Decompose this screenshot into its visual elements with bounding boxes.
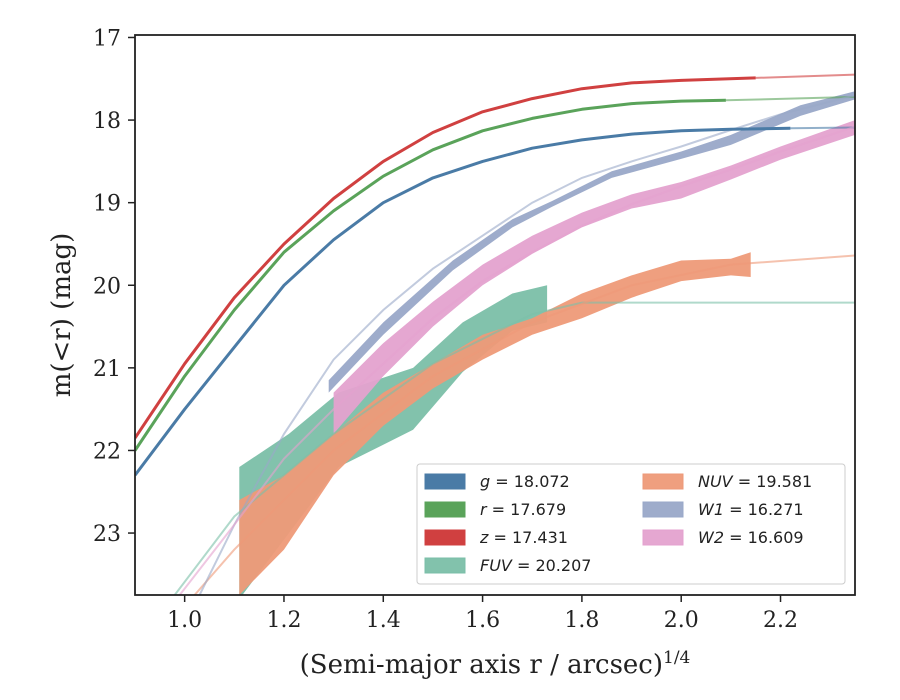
legend-label: FUV = 20.207 [480, 556, 591, 575]
x-tick-label: 1.0 [167, 608, 202, 633]
legend-item-w1: W1 = 16.271 [642, 500, 804, 519]
legend-frame [416, 463, 846, 585]
x-tick-label: 2.2 [763, 608, 798, 633]
plot-area [135, 73, 855, 595]
legend-item-fuv: FUV = 20.207 [424, 556, 591, 575]
legend-swatch [642, 473, 684, 490]
series-w1-model-curve [198, 94, 855, 595]
x-tick-label: 1.4 [366, 608, 401, 633]
legend-swatch [642, 501, 684, 518]
y-tick-label: 21 [93, 357, 121, 382]
series-g-model-curve [790, 126, 855, 130]
plot-frame [134, 34, 856, 596]
x-tick-label: 1.2 [266, 608, 301, 633]
x-axis-label: (Semi-major axis r / arcsec)1/4 [300, 648, 691, 680]
legend-swatch [424, 473, 466, 490]
x-tick-label: 2.0 [664, 608, 699, 633]
y-tick-label: 20 [93, 274, 121, 299]
series-w2-model-curve [178, 125, 855, 595]
legend-label: z = 17.431 [479, 528, 568, 547]
legend-item-g: g = 18.072 [424, 472, 570, 491]
y-tick-label: 19 [93, 192, 121, 217]
y-axis-label: m(<r) (mag) [47, 233, 77, 398]
series-nuv-model-curve [193, 254, 855, 595]
series-g-line [135, 126, 791, 477]
legend-item-w2: W2 = 16.609 [642, 528, 804, 547]
legend-item-nuv: NUV = 19.581 [642, 472, 812, 491]
legend-swatch [424, 529, 466, 546]
series-z-line [135, 76, 756, 439]
series-fuv-model-curve [173, 301, 855, 595]
x-tick-label: 1.6 [465, 608, 500, 633]
series-w2-band [333, 120, 855, 434]
legend-swatch [424, 557, 466, 574]
series-r-model-curve [725, 95, 855, 102]
x-axis: 1.0 1.2 1.4 1.6 1.8 2.0 2.2 [167, 595, 798, 633]
x-axis-label-text: (Semi-major axis r / arcsec) [300, 650, 663, 680]
y-tick-label: 23 [93, 522, 121, 547]
legend-swatch [424, 501, 466, 518]
y-tick-label: 22 [93, 439, 121, 464]
legend-label: W1 = 16.271 [698, 500, 804, 519]
x-tick-label: 1.8 [564, 608, 599, 633]
legend-label: W2 = 16.609 [698, 528, 804, 547]
legend-label: r = 17.679 [480, 500, 566, 519]
legend-label: NUV = 19.581 [698, 472, 812, 491]
y-axis: 17 18 19 20 21 22 23 [93, 26, 135, 547]
x-axis-label-superscript: 1/4 [663, 648, 690, 668]
y-tick-label: 18 [93, 109, 121, 134]
legend: g = 18.072 r = 17.679 z = 17.431 FUV = 20.2… [416, 463, 846, 585]
series-r-line [135, 98, 726, 452]
legend-swatch [642, 529, 684, 546]
legend-item-r: r = 17.679 [424, 500, 566, 519]
legend-label: g = 18.072 [480, 472, 570, 491]
y-tick-label: 17 [93, 26, 121, 51]
series-z-model-curve [755, 73, 855, 79]
legend-item-z: z = 17.431 [424, 528, 568, 547]
